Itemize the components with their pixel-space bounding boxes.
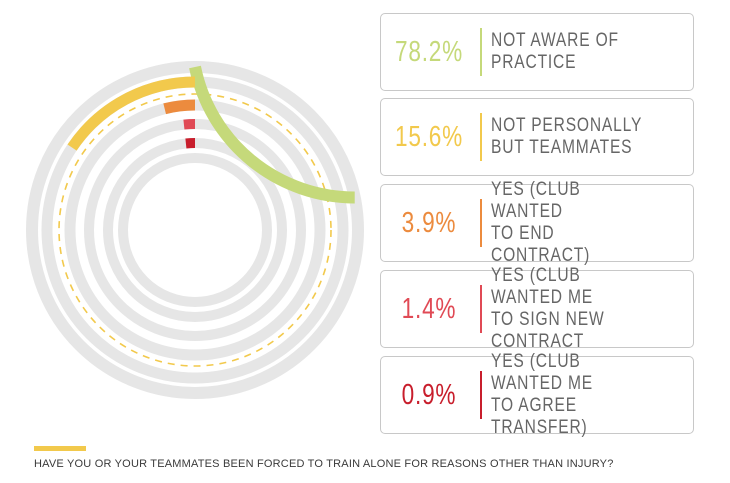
- legend-label: NOT AWARE OF PRACTICE: [491, 14, 687, 90]
- legend-label-text: NOT PERSONALLY BUT TEAMMATES: [491, 115, 643, 158]
- legend-label: YES (CLUB WANTED TO END CONTRACT): [491, 179, 687, 266]
- track-ring-1: [26, 61, 364, 399]
- value-arc-1: [189, 65, 355, 204]
- track-ring-inner-1: [118, 153, 272, 307]
- legend-label-text: YES (CLUB WANTED ME TO SIGN NEW CONTRACT: [491, 265, 605, 352]
- dashed-ring: [58, 93, 332, 367]
- legend-percentage: 0.9%: [401, 378, 457, 411]
- legend-percentage: 78.2%: [394, 35, 464, 68]
- accent-bar: [34, 446, 86, 451]
- legend-divider: [480, 199, 482, 247]
- legend-divider: [480, 371, 482, 419]
- legend-divider: [480, 28, 482, 76]
- legend-label-text: NOT AWARE OF PRACTICE: [491, 30, 619, 73]
- value-arc-2: [67, 76, 196, 151]
- value-arc-3: [163, 99, 196, 115]
- legend-label: YES (CLUB WANTED ME TO SIGN NEW CONTRACT: [491, 265, 687, 352]
- legend-item: 78.2% NOT AWARE OF PRACTICE: [380, 13, 694, 91]
- legend-percentage: 1.4%: [401, 292, 457, 325]
- legend-label-text: YES (CLUB WANTED TO END CONTRACT): [491, 179, 591, 266]
- legend-item: 15.6% NOT PERSONALLY BUT TEAMMATES: [380, 98, 694, 176]
- value-arc-4: [183, 119, 196, 130]
- radial-bar-chart: [26, 61, 364, 399]
- question-text: HAVE YOU OR YOUR TEAMMATES BEEN FORCED T…: [34, 458, 614, 470]
- legend-item: 0.9% YES (CLUB WANTED ME TO AGREE TRANSFE…: [380, 351, 694, 438]
- legend-divider: [480, 113, 482, 161]
- legend-label: YES (CLUB WANTED ME TO AGREE TRANSFER): [491, 351, 687, 438]
- legend-percentage: 3.9%: [401, 206, 457, 239]
- legend-item: 1.4% YES (CLUB WANTED ME TO SIGN NEW CONT…: [380, 265, 694, 352]
- legend-percentage: 15.6%: [394, 120, 464, 153]
- legend-label-text: YES (CLUB WANTED ME TO AGREE TRANSFER): [491, 351, 594, 438]
- legend-label: NOT PERSONALLY BUT TEAMMATES: [491, 99, 687, 175]
- legend-divider: [480, 285, 482, 333]
- legend-item: 3.9% YES (CLUB WANTED TO END CONTRACT): [380, 179, 694, 266]
